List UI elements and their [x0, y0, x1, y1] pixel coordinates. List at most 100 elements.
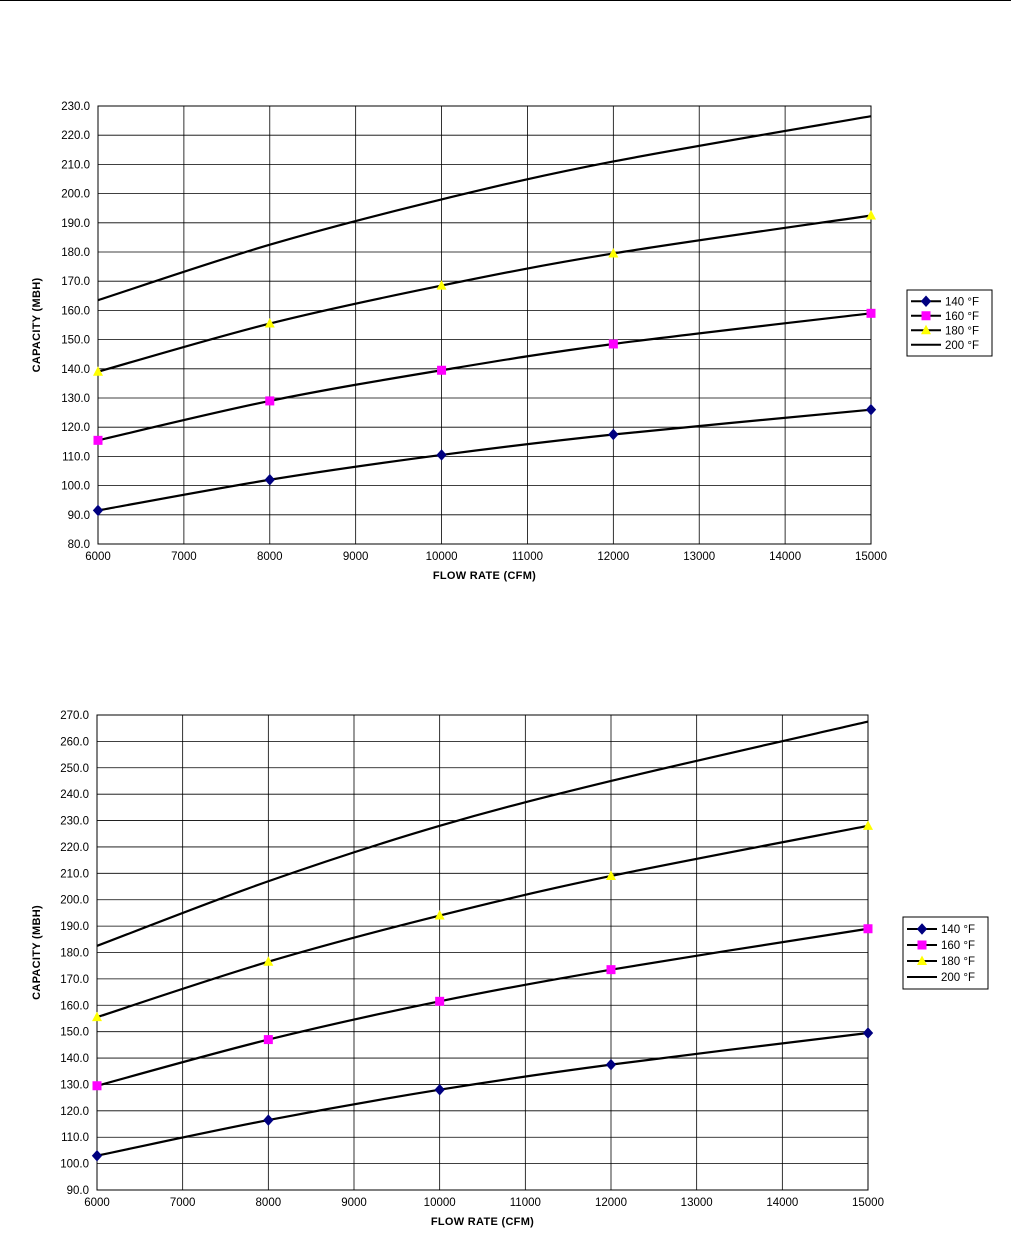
series-1: [93, 308, 876, 445]
y-tick-label: 230.0: [60, 816, 89, 828]
y-tick-label: 90.0: [68, 510, 90, 522]
legend-marker-swatch: [917, 955, 927, 965]
data-point-marker: [436, 449, 447, 461]
legend-entry: 140 °F: [911, 295, 979, 308]
series-0: [91, 1027, 874, 1162]
y-tick-label: 130.0: [60, 1079, 89, 1091]
data-point-marker: [92, 1011, 102, 1022]
data-point-marker: [865, 403, 877, 416]
series-2: [92, 820, 873, 1022]
data-point-marker: [606, 870, 616, 880]
x-tick-label: 8000: [257, 551, 283, 563]
legend-label: 160 °F: [941, 940, 975, 952]
x-tick-label: 6000: [84, 1197, 110, 1209]
legend-marker-swatch: [921, 324, 931, 335]
series-line: [96, 720, 869, 947]
data-point-marker: [93, 435, 103, 445]
y-tick-label: 210.0: [60, 868, 89, 880]
x-tick-label: 8000: [256, 1197, 282, 1209]
data-point-marker: [264, 318, 275, 328]
y-tick-label: 140.0: [60, 1053, 89, 1065]
legend-marker-swatch: [921, 311, 931, 321]
plot-border: [96, 714, 869, 1191]
legend-label: 180 °F: [941, 956, 975, 968]
legend-marker-swatch: [920, 295, 932, 307]
data-point-marker: [608, 428, 619, 441]
legend-label: 140 °F: [945, 296, 979, 308]
data-point-marker: [92, 504, 104, 517]
legend-entry: 200 °F: [907, 972, 975, 984]
x-tick-label: 10000: [424, 1197, 456, 1209]
y-tick-label: 120.0: [61, 422, 90, 434]
legend-entry: 160 °F: [907, 940, 975, 952]
plot-border: [97, 105, 872, 545]
legend: 140 °F 160 °F 180 °F 200 °F: [902, 916, 989, 990]
y-tick-label: 240.0: [60, 789, 89, 801]
page-top-rule: [0, 0, 1011, 1]
series-3: [97, 115, 872, 302]
data-point-marker: [866, 210, 876, 220]
x-tick-label: 11000: [510, 1197, 541, 1209]
y-tick-label: 110.0: [62, 451, 90, 463]
series-line: [96, 1031, 869, 1157]
x-tick-label: 11000: [512, 551, 543, 563]
series-line: [96, 824, 869, 1019]
y-tick-label: 170.0: [60, 974, 89, 986]
y-tick-label: 140.0: [61, 364, 90, 376]
x-axis-title: FLOW RATE (CFM): [431, 1216, 534, 1228]
y-tick-label: 150.0: [61, 335, 90, 347]
legend-label: 200 °F: [941, 972, 975, 984]
y-tick-label: 250.0: [60, 763, 89, 775]
data-point-marker: [863, 924, 873, 934]
x-tick-label: 9000: [343, 551, 369, 563]
y-tick-label: 90.0: [67, 1185, 89, 1197]
data-point-marker: [434, 1083, 445, 1096]
data-point-marker: [608, 247, 619, 258]
y-tick-label: 100.0: [61, 481, 90, 493]
data-point-marker: [862, 1027, 874, 1039]
x-tick-label: 12000: [595, 1197, 627, 1209]
y-tick-label: 160.0: [61, 305, 90, 317]
series-line: [97, 408, 872, 512]
series-1: [92, 924, 873, 1091]
y-tick-label: 200.0: [61, 189, 90, 201]
y-tick-label: 190.0: [60, 921, 89, 933]
x-tick-label: 7000: [170, 1197, 196, 1209]
data-point-marker: [436, 280, 447, 290]
y-tick-label: 220.0: [61, 130, 90, 142]
legend: 140 °F 160 °F 180 °F 200 °F: [906, 289, 993, 357]
data-point-marker: [93, 366, 103, 376]
data-point-marker: [263, 956, 274, 966]
x-tick-label: 13000: [681, 1197, 713, 1209]
series-line: [97, 214, 872, 373]
legend-label: 160 °F: [945, 311, 979, 323]
legend-entry: 180 °F: [911, 324, 979, 337]
x-tick-label: 15000: [855, 551, 887, 563]
series-2: [93, 210, 876, 376]
legend-entry: 140 °F: [907, 923, 975, 936]
y-tick-label: 80.0: [68, 539, 90, 551]
data-point-marker: [437, 365, 447, 375]
legend-entry: 180 °F: [907, 955, 975, 968]
plot-area: [98, 106, 871, 544]
x-tick-label: 6000: [85, 551, 111, 563]
legend-marker-swatch: [917, 940, 927, 950]
data-point-marker: [434, 910, 445, 920]
legend-label: 200 °F: [945, 340, 979, 352]
y-tick-label: 100.0: [60, 1159, 89, 1171]
data-point-marker: [866, 308, 876, 318]
x-tick-label: 7000: [171, 551, 197, 563]
x-axis-title: FLOW RATE (CFM): [433, 570, 536, 582]
capacity-chart-1: 80.0 90.0 100.0 110.0 120.0 130.0 140.0 150.0 16…: [31, 101, 993, 582]
data-point-marker: [263, 1114, 274, 1126]
data-point-marker: [263, 1035, 273, 1045]
x-tick-label: 9000: [341, 1197, 367, 1209]
capacity-chart-2: 90.0 100.0 110.0 120.0 130.0 140.0 150.0 160.0 1…: [31, 710, 989, 1228]
x-tick-label: 14000: [766, 1197, 798, 1209]
data-point-marker: [606, 965, 616, 975]
data-point-marker: [92, 1081, 102, 1091]
data-point-marker: [265, 396, 275, 406]
data-point-marker: [605, 1058, 617, 1071]
x-tick-label: 14000: [769, 551, 801, 563]
series-line: [97, 312, 872, 442]
